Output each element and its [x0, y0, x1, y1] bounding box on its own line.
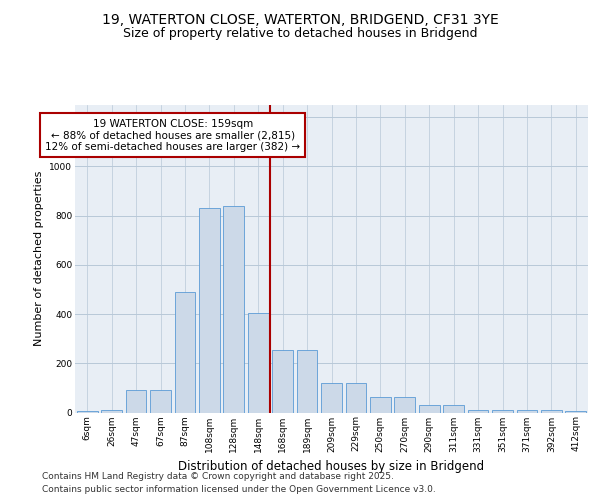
Bar	[272, 350, 293, 412]
Bar	[296, 350, 317, 412]
Bar	[101, 410, 122, 412]
Bar	[517, 410, 538, 412]
Text: 19, WATERTON CLOSE, WATERTON, BRIDGEND, CF31 3YE: 19, WATERTON CLOSE, WATERTON, BRIDGEND, …	[101, 12, 499, 26]
Bar	[125, 390, 146, 412]
Y-axis label: Number of detached properties: Number of detached properties	[34, 171, 44, 346]
Bar	[223, 206, 244, 412]
Bar	[394, 396, 415, 412]
Text: Contains HM Land Registry data © Crown copyright and database right 2025.: Contains HM Land Registry data © Crown c…	[42, 472, 394, 481]
Bar	[419, 405, 440, 412]
Bar	[199, 208, 220, 412]
Text: Contains public sector information licensed under the Open Government Licence v3: Contains public sector information licen…	[42, 485, 436, 494]
Bar	[150, 390, 171, 412]
X-axis label: Distribution of detached houses by size in Bridgend: Distribution of detached houses by size …	[178, 460, 485, 473]
Bar	[370, 396, 391, 412]
Bar	[541, 410, 562, 412]
Text: Size of property relative to detached houses in Bridgend: Size of property relative to detached ho…	[123, 28, 477, 40]
Bar	[492, 410, 513, 412]
Bar	[443, 405, 464, 412]
Bar	[321, 383, 342, 412]
Bar	[175, 292, 196, 412]
Bar	[346, 383, 367, 412]
Text: 19 WATERTON CLOSE: 159sqm
← 88% of detached houses are smaller (2,815)
12% of se: 19 WATERTON CLOSE: 159sqm ← 88% of detac…	[45, 118, 300, 152]
Bar	[467, 410, 488, 412]
Bar	[248, 313, 269, 412]
